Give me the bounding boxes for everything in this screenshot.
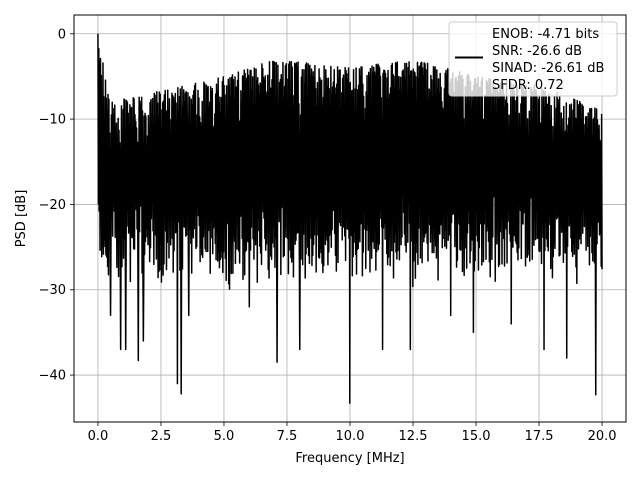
y-tick-label: −30 bbox=[39, 283, 66, 298]
x-tick-label: 0.0 bbox=[88, 429, 109, 444]
x-tick-label: 17.5 bbox=[525, 429, 554, 444]
legend-entry: SFDR: 0.72 bbox=[492, 78, 564, 93]
x-tick-label: 7.5 bbox=[277, 429, 298, 444]
x-tick-label: 5.0 bbox=[214, 429, 235, 444]
y-axis-label: PSD [dB] bbox=[14, 190, 29, 248]
x-tick-label: 2.5 bbox=[151, 429, 172, 444]
x-axis: 0.0 2.5 5.0 7.5 10.0 12.5 15.0 17.5 20.0 bbox=[88, 422, 617, 444]
data-layer bbox=[97, 33, 603, 404]
y-axis: 0 −10 −20 −30 −40 bbox=[39, 27, 74, 384]
y-tick-label: −20 bbox=[39, 198, 66, 213]
psd-series-line bbox=[97, 33, 603, 404]
y-tick-label: −10 bbox=[39, 113, 66, 128]
x-tick-label: 20.0 bbox=[588, 429, 617, 444]
x-axis-label: Frequency [MHz] bbox=[295, 451, 404, 466]
legend-entry: SNR: -26.6 dB bbox=[492, 44, 582, 59]
legend-box bbox=[448, 21, 618, 97]
legend-entry: ENOB: -4.71 bits bbox=[492, 27, 599, 42]
y-tick-label: 0 bbox=[58, 27, 66, 42]
legend: ENOB: -4.71 bits SNR: -26.6 dB SINAD: -2… bbox=[448, 21, 618, 97]
y-tick-label: −40 bbox=[39, 369, 66, 384]
x-tick-label: 12.5 bbox=[399, 429, 428, 444]
x-tick-label: 10.0 bbox=[336, 429, 365, 444]
x-tick-label: 15.0 bbox=[462, 429, 491, 444]
legend-entry: SINAD: -26.61 dB bbox=[492, 61, 604, 76]
